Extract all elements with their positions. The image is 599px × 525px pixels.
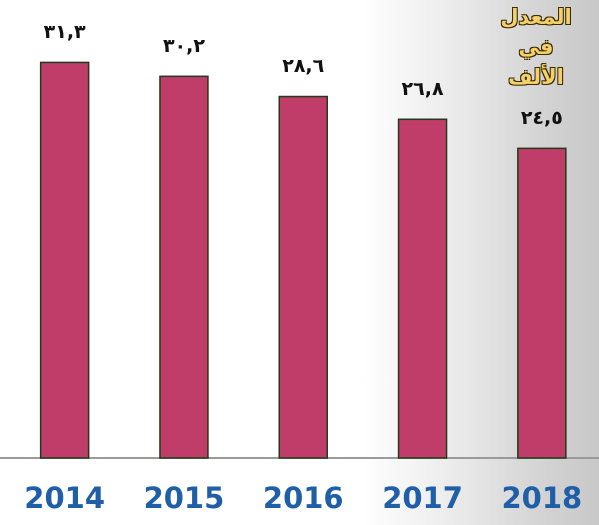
- x-tick-label: 2017: [382, 481, 463, 515]
- chart-title: المعدل في الألف: [500, 5, 572, 89]
- value-label: ٢٤,٥: [521, 107, 563, 129]
- bar: [159, 75, 209, 459]
- bar: [517, 147, 567, 459]
- value-label: ٢٨,٦: [282, 55, 324, 77]
- bar: [397, 118, 448, 459]
- x-tick-label: 2014: [24, 481, 105, 515]
- x-tick-label: 2018: [501, 481, 582, 515]
- bar: [39, 61, 90, 459]
- bar: [278, 95, 328, 459]
- value-label: ٢٦,٨: [402, 78, 444, 100]
- value-label: ٣٠,٢: [163, 35, 205, 57]
- x-tick-label: 2016: [263, 481, 344, 515]
- value-label: ٣١,٣: [44, 21, 86, 43]
- x-tick-label: 2015: [144, 481, 225, 515]
